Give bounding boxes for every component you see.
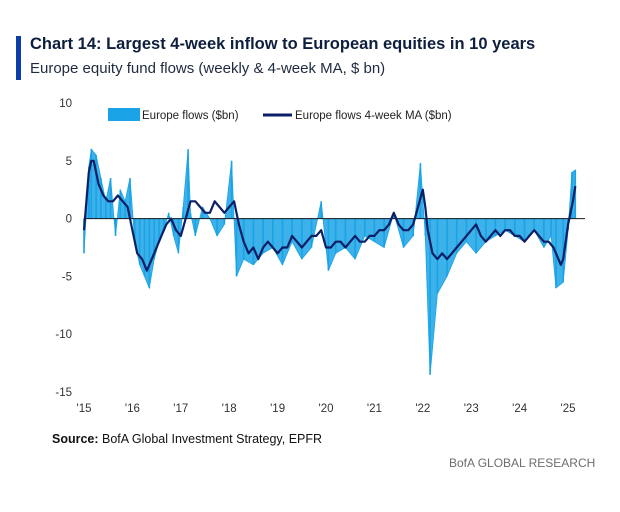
title-accent-bar — [16, 36, 21, 80]
legend-swatch-weekly — [108, 108, 140, 121]
brand-logo-text: BofA GLOBAL RESEARCH — [449, 456, 596, 470]
y-tick-label: 10 — [59, 98, 72, 110]
x-tick-label: '23 — [464, 403, 479, 415]
weekly-flows-area — [83, 148, 576, 375]
x-tick-label: '18 — [222, 403, 237, 415]
chart-subtitle: Europe equity fund flows (weekly & 4-wee… — [30, 60, 386, 77]
y-tick-label: -15 — [55, 387, 72, 399]
x-tick-label: '21 — [367, 403, 382, 415]
source-label: Source: — [52, 432, 99, 446]
y-tick-label: 5 — [66, 156, 72, 168]
source-note: Source: BofA Global Investment Strategy,… — [52, 432, 322, 446]
y-tick-label: -5 — [62, 271, 72, 283]
x-tick-label: '24 — [512, 403, 528, 415]
y-tick-label: -10 — [55, 329, 72, 341]
legend-label-weekly: Europe flows ($bn) — [142, 110, 239, 122]
x-tick-label: '20 — [319, 403, 334, 415]
x-tick-label: '17 — [173, 403, 188, 415]
x-tick-label: '19 — [270, 403, 285, 415]
chart-area: 10 5 0 -5 -10 -15 '15 '16 '17 '18 '19 '20 '21 '22 '23 '… — [55, 98, 585, 415]
y-tick-label: 0 — [66, 214, 72, 226]
x-tick-label: '16 — [125, 403, 140, 415]
chart-title: Chart 14: Largest 4-week inflow to Europ… — [30, 35, 536, 53]
legend-label-ma: Europe flows 4-week MA ($bn) — [295, 110, 452, 122]
ma-line — [82, 159, 577, 272]
x-tick-label: '25 — [561, 403, 576, 415]
x-tick-label: '15 — [77, 403, 92, 415]
x-tick-label: '22 — [415, 403, 430, 415]
source-text: BofA Global Investment Strategy, EPFR — [98, 432, 323, 446]
